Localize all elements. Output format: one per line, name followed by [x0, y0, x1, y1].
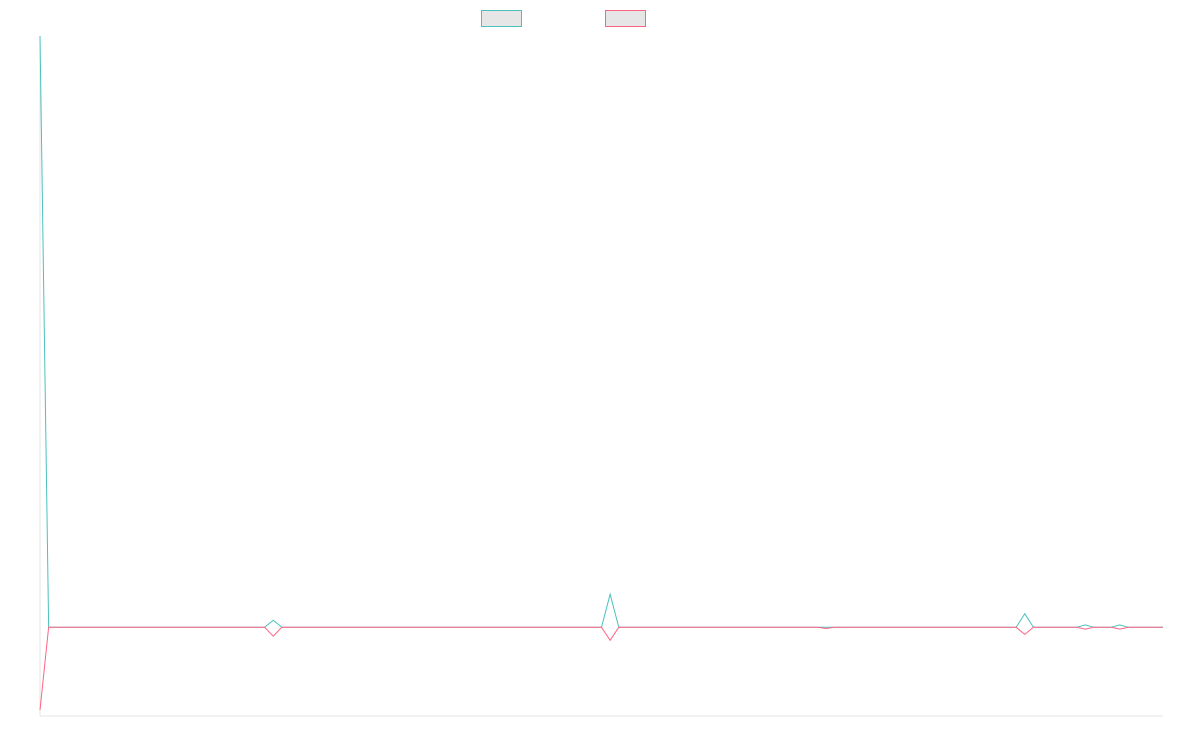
chart-series — [39, 35, 1163, 711]
legend-item-1 — [481, 10, 522, 27]
legend-item-2 — [605, 10, 646, 27]
series-2-line — [39, 626, 1163, 711]
chart-axes — [39, 36, 1163, 717]
series-1-line — [39, 35, 1163, 628]
legend — [481, 10, 646, 27]
legend-swatch-2 — [605, 10, 646, 27]
legend-swatch-1 — [481, 10, 522, 27]
